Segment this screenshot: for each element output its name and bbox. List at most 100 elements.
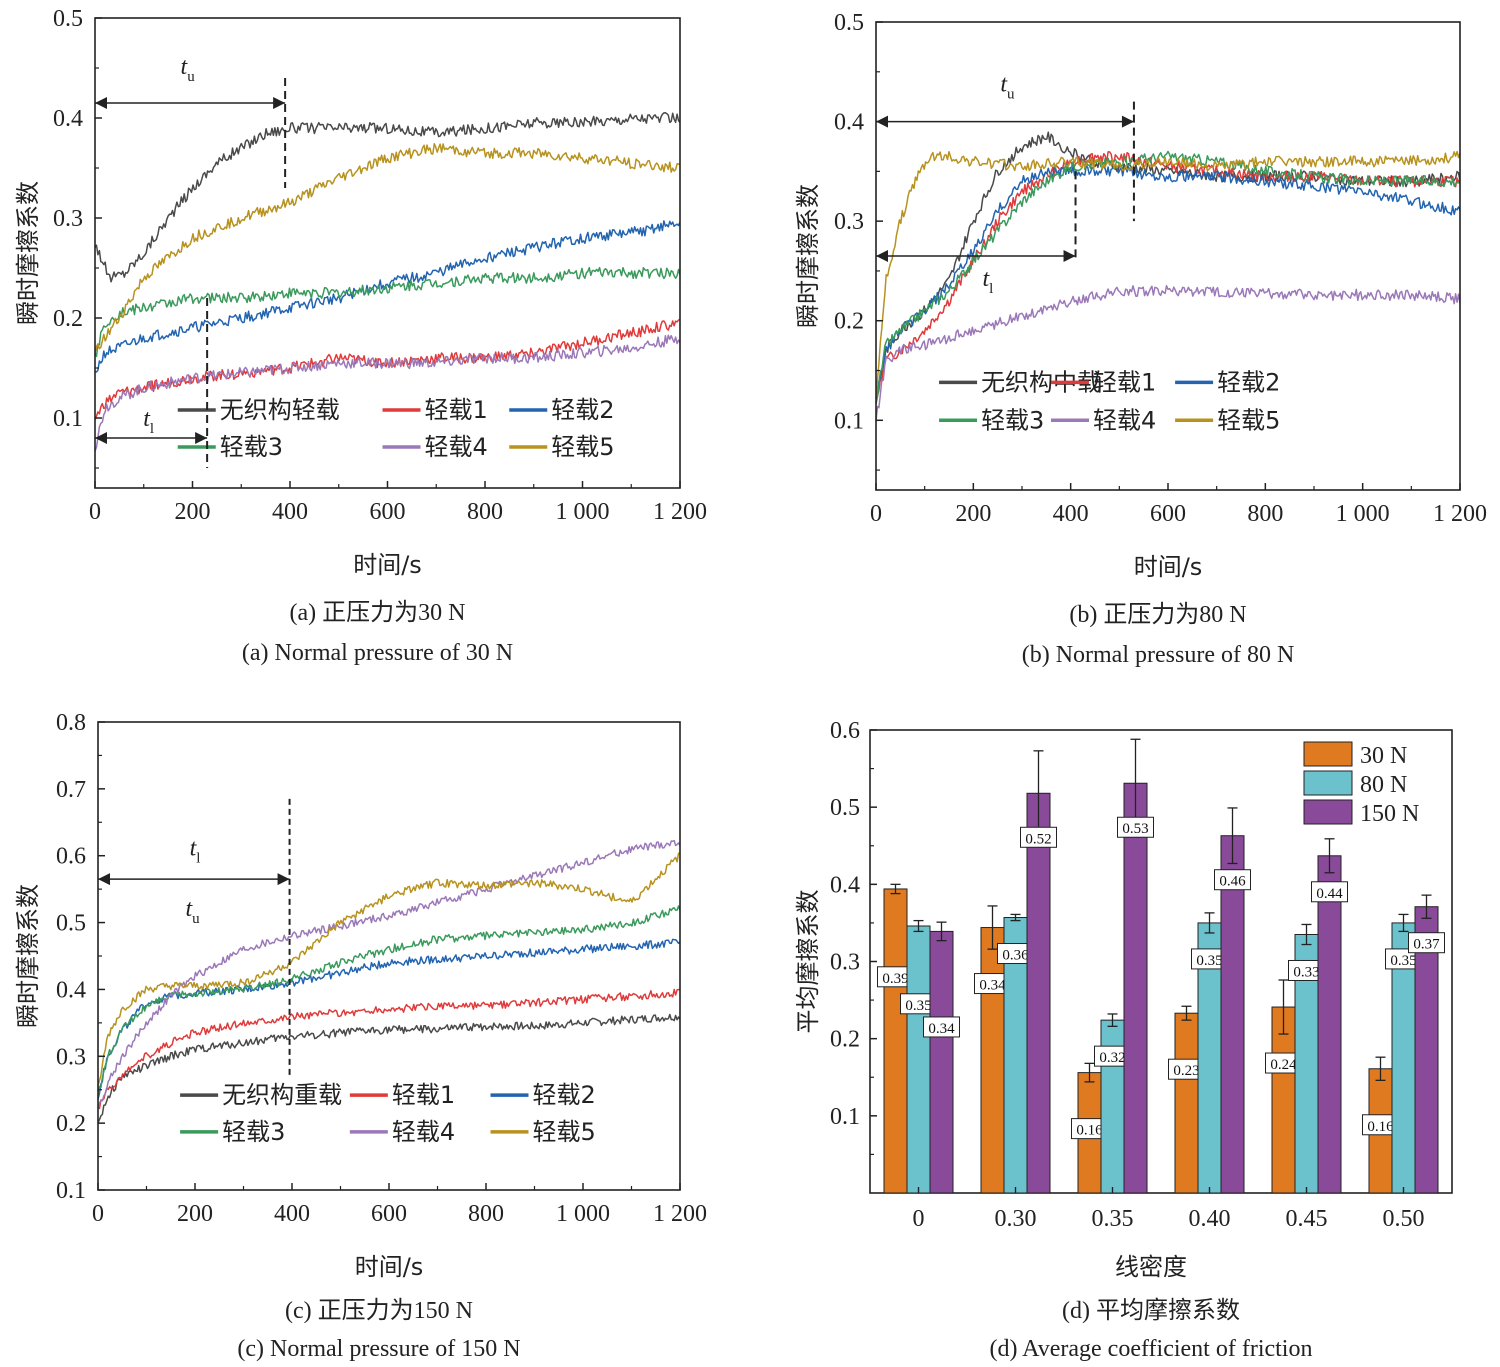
bar-data-label: 0.24 (1265, 1052, 1302, 1074)
bar-data-label-text: 0.35 (905, 998, 931, 1014)
bar-150N-0.35 (1123, 782, 1148, 1194)
x-tick-label: 600 (1150, 501, 1186, 527)
bar-data-label-text: 0.52 (1025, 831, 1051, 847)
y-tick-label: 0.1 (53, 406, 83, 432)
y-axis-title: 瞬时摩擦系数 (794, 184, 822, 328)
y-tick-label: 0.4 (56, 977, 86, 1003)
tl-arrow-head-left (95, 432, 107, 444)
bar-data-label: 0.35 (1191, 948, 1228, 970)
x-axis-title: 时间/s (353, 551, 422, 579)
bar-data-label-text: 0.35 (1196, 953, 1222, 969)
bar-data-label: 0.39 (877, 966, 914, 988)
bar-data-label-text: 0.46 (1219, 874, 1246, 890)
legend-item-2: 轻载1 (349, 1081, 455, 1109)
tu-arrow-head-right (273, 97, 286, 109)
y-tick-label: 0.5 (834, 10, 864, 36)
x-tick-label: 800 (468, 1201, 504, 1227)
legend-item-30N: 30 N (1303, 741, 1407, 769)
legend-item-80N: 80 N (1303, 770, 1407, 798)
y-tick-label: 0.5 (56, 911, 86, 937)
legend-item-4: 轻载3 (177, 433, 283, 461)
legend-item-150N: 150 N (1303, 799, 1419, 827)
x-tick-label: 400 (274, 1201, 310, 1227)
y-tick-label: 0.2 (834, 309, 864, 335)
legend-swatch (1303, 741, 1353, 767)
tu-label: tu (181, 54, 196, 85)
legend-item-6: 轻载5 (1175, 406, 1280, 434)
legend-item-4: 轻载3 (939, 406, 1044, 434)
x-tick-label: 0 (92, 1201, 104, 1227)
chart-b: 0 200 400 600 800 1 000 1 200 0.1 0.2 0.3 0.4 0.5 时间… (794, 10, 1487, 668)
bar-data-label-text: 0.23 (1173, 1063, 1199, 1079)
caption-en: (c) Normal pressure of 150 N (237, 1336, 520, 1362)
series-line-2 (97, 988, 681, 1110)
x-tick-label: 0.35 (1092, 1206, 1134, 1232)
x-tick-label: 800 (1247, 501, 1283, 527)
caption-cn: (a) 正压力为30 N (290, 599, 466, 626)
chart-c: 0 200 400 600 800 1 000 1 200 0.1 0.2 0.3 0.4 0.5 0.… (14, 710, 707, 1362)
tl-arrow-head-right (1063, 250, 1076, 262)
bar-data-label-box (1408, 932, 1445, 954)
legend-swatch (1303, 799, 1353, 825)
t-arrow-head-right (277, 873, 290, 886)
y-tick-label: 0.2 (53, 306, 83, 332)
legend-label: 轻载3 (981, 406, 1044, 434)
tu-label-sub: u (187, 69, 195, 85)
annotations: tu tl (876, 72, 1135, 297)
y-tick-label: 0.8 (56, 710, 86, 736)
legend-label: 30 N (1360, 743, 1407, 769)
x-tick-label: 0 (89, 499, 101, 525)
tu-label-sub: u (192, 911, 200, 927)
legend-item-5: 轻载4 (382, 433, 488, 461)
legend-label: 轻载3 (220, 433, 283, 461)
series-line-4 (875, 150, 1461, 405)
bar-150N-0 (929, 930, 954, 1194)
y-tick-label: 0.1 (834, 408, 864, 434)
tu-arrow-head-left (95, 97, 107, 109)
caption-cn: (d) 平均摩擦系数 (1062, 1297, 1240, 1324)
bar-data-label-box (1020, 826, 1057, 848)
legend-item-3: 轻载2 (509, 396, 615, 424)
bar-data-label: 0.33 (1288, 959, 1325, 981)
tl-arrow-head-right (195, 432, 208, 444)
legend-label: 无织构轻载 (220, 396, 340, 424)
y-tick-label: 0.3 (53, 206, 83, 232)
bar-data-label: 0.36 (997, 943, 1034, 965)
bar-data-label: 0.34 (974, 973, 1011, 995)
chart-d: 0.39 0.35 0.34 0 0.34 0.36 0.52 0.30 0.16 0.32 0.5… (794, 718, 1453, 1362)
series-line-5 (97, 839, 681, 1109)
bar-30N-0.30 (980, 927, 1005, 1194)
tu-arrow-head-left (876, 115, 888, 128)
caption-en: (a) Normal pressure of 30 N (242, 640, 513, 666)
tl-label-sub: l (150, 421, 154, 437)
tl-arrow-head-left (876, 250, 888, 262)
bar-data-label-text: 0.16 (1076, 1123, 1103, 1139)
bar-data-label-text: 0.36 (1002, 948, 1029, 964)
bar-data-label: 0.37 (1408, 932, 1445, 954)
legend-label: 轻载4 (1093, 406, 1156, 434)
y-tick-label: 0.3 (56, 1044, 86, 1070)
legend-label: 轻载1 (425, 396, 488, 424)
tl-label: tl (143, 406, 154, 437)
x-tick-label: 200 (175, 499, 211, 525)
tu-arrow-head-right (1121, 115, 1134, 128)
bar-data-label: 0.35 (1385, 948, 1422, 970)
legend-item-5: 轻载4 (349, 1118, 455, 1146)
x-tick-label: 600 (370, 499, 406, 525)
legend-label: 无织构重载 (222, 1081, 342, 1109)
bar-data-label-text: 0.34 (928, 1021, 955, 1037)
y-axis-title: 瞬时摩擦系数 (14, 884, 42, 1028)
legend-label: 轻载2 (533, 1081, 596, 1109)
bar-data-label-text: 0.44 (1316, 886, 1343, 902)
bar-data-label-text: 0.16 (1367, 1119, 1394, 1135)
annotations: tu tl (95, 54, 287, 468)
y-tick-label: 0.2 (830, 1027, 860, 1053)
bar-data-label-text: 0.34 (979, 978, 1006, 994)
legend-item-5: 轻载4 (1051, 406, 1156, 434)
bar-30N-0.40 (1174, 1012, 1199, 1194)
series-line-6 (875, 150, 1461, 399)
bar-data-label: 0.46 (1214, 869, 1251, 891)
bar-30N-0 (883, 888, 908, 1194)
bar-data-label-text: 0.39 (882, 971, 908, 987)
bar-data-label: 0.52 (1020, 826, 1057, 848)
